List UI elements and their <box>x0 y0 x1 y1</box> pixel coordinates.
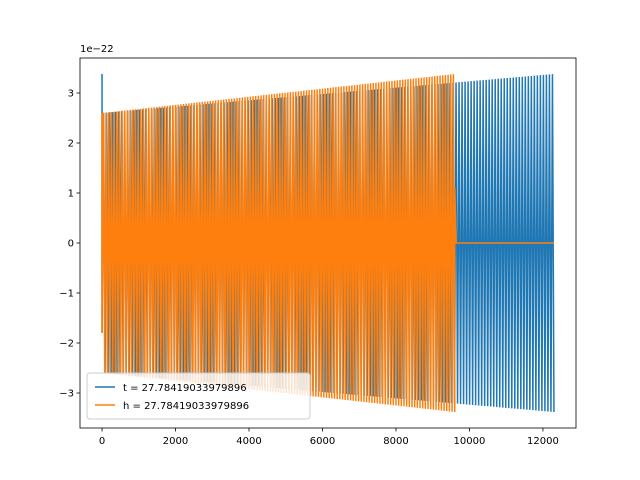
legend-box <box>86 372 311 420</box>
y-tick-label: 3 <box>68 89 74 100</box>
legend: t = 27.78419033979896 h = 27.784190339798… <box>86 372 311 420</box>
x-tick-label: 12000 <box>527 436 559 447</box>
y-axis: −3 −2 −1 0 1 2 3 <box>59 89 80 400</box>
x-tick-label: 8000 <box>383 436 408 447</box>
x-tick-label: 6000 <box>310 436 335 447</box>
x-tick-label: 10000 <box>454 436 486 447</box>
series-line-1 <box>101 74 554 413</box>
x-tick-label: 2000 <box>163 436 188 447</box>
y-tick-label: −3 <box>59 389 74 400</box>
y-axis-offset-label: 1e−22 <box>80 44 114 55</box>
y-tick-label: 2 <box>68 139 74 150</box>
x-tick-label: 0 <box>99 436 105 447</box>
x-axis: 0 2000 4000 6000 8000 10000 12000 <box>99 428 559 447</box>
legend-label-0: t = 27.78419033979896 <box>123 383 247 394</box>
y-tick-label: −1 <box>59 289 74 300</box>
y-tick-label: 1 <box>68 189 74 200</box>
y-tick-label: 0 <box>68 239 74 250</box>
plot-area <box>101 74 555 413</box>
y-tick-label: −2 <box>59 339 74 350</box>
legend-label-1: h = 27.78419033979896 <box>123 401 249 412</box>
x-tick-label: 4000 <box>236 436 261 447</box>
